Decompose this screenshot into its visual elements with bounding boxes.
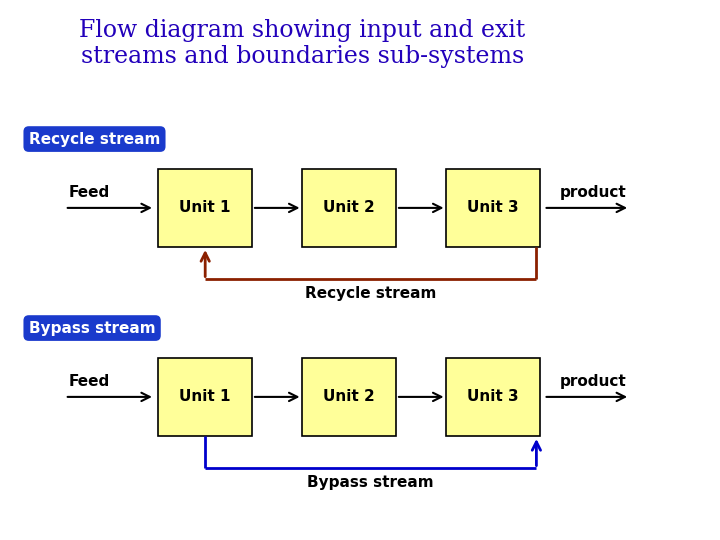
FancyBboxPatch shape — [302, 168, 396, 247]
Text: Recycle stream: Recycle stream — [305, 286, 436, 301]
Text: Unit 2: Unit 2 — [323, 200, 375, 215]
Text: Unit 3: Unit 3 — [467, 200, 519, 215]
Text: product: product — [559, 374, 626, 389]
Text: Bypass stream: Bypass stream — [307, 475, 434, 490]
Text: Unit 1: Unit 1 — [179, 200, 231, 215]
Text: Feed: Feed — [68, 185, 109, 200]
Text: Unit 2: Unit 2 — [323, 389, 375, 404]
FancyBboxPatch shape — [446, 168, 540, 247]
FancyBboxPatch shape — [158, 357, 252, 436]
FancyBboxPatch shape — [158, 168, 252, 247]
Text: Recycle stream: Recycle stream — [29, 132, 160, 146]
FancyBboxPatch shape — [446, 357, 540, 436]
Text: Bypass stream: Bypass stream — [29, 321, 156, 335]
Text: Unit 1: Unit 1 — [179, 389, 231, 404]
Text: Feed: Feed — [68, 374, 109, 389]
FancyBboxPatch shape — [302, 357, 396, 436]
Text: Unit 3: Unit 3 — [467, 389, 519, 404]
Text: Flow diagram showing input and exit
streams and boundaries sub-systems: Flow diagram showing input and exit stre… — [79, 19, 526, 69]
Text: product: product — [559, 185, 626, 200]
